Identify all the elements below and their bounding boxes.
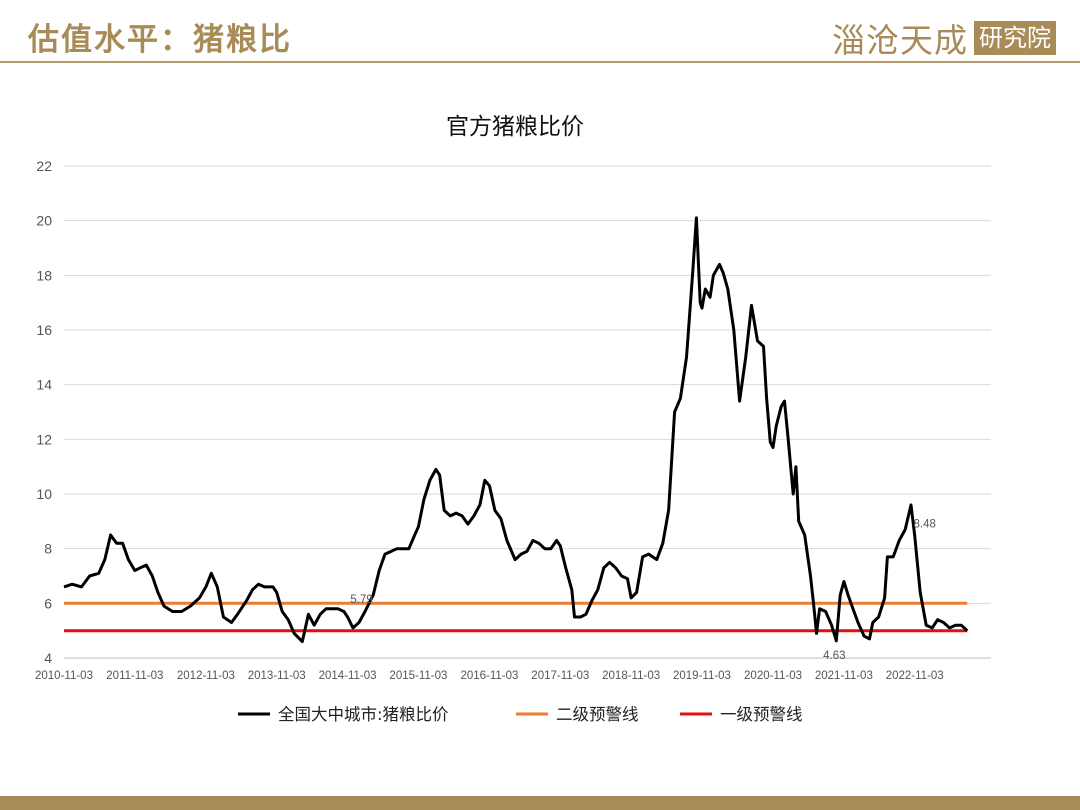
y-axis: 4 6 8 10 12 14 16 18 20 22 bbox=[36, 158, 52, 666]
x-tick-label: 2013-11-03 bbox=[248, 670, 306, 682]
data-labels: 5.79 4.63 8.48 bbox=[350, 519, 936, 662]
y-tick-label: 6 bbox=[44, 595, 52, 611]
y-tick-label: 12 bbox=[36, 431, 52, 447]
y-tick-label: 22 bbox=[36, 158, 52, 174]
x-tick-label: 2020-11-03 bbox=[744, 670, 802, 682]
y-tick-label: 4 bbox=[44, 650, 52, 666]
x-axis: 2010-11-03 2011-11-03 2012-11-03 2013-11-03… bbox=[35, 670, 944, 682]
x-tick-label: 2015-11-03 bbox=[389, 670, 447, 682]
y-tick-label: 14 bbox=[36, 377, 52, 393]
x-tick-label: 2018-11-03 bbox=[602, 670, 660, 682]
y-tick-label: 10 bbox=[36, 486, 52, 502]
data-label: 5.79 bbox=[350, 594, 372, 606]
logo-text: 淄沧天成 bbox=[832, 21, 968, 60]
legend: 全国大中城市:猪粮比价 二级预警线 一级预警线 bbox=[238, 705, 803, 724]
data-label: 4.63 bbox=[823, 650, 845, 662]
x-tick-label: 2022-11-03 bbox=[886, 670, 944, 682]
chart-title: 官方猪粮比价 bbox=[446, 114, 584, 140]
legend-label: 一级预警线 bbox=[720, 705, 803, 724]
brand-logo: 淄沧天成 研究院 bbox=[832, 14, 1056, 62]
footer-bar bbox=[0, 796, 1080, 810]
legend-label: 二级预警线 bbox=[556, 705, 639, 724]
plot-area bbox=[63, 216, 969, 644]
x-tick-label: 2017-11-03 bbox=[531, 670, 589, 682]
header-divider bbox=[0, 61, 1080, 63]
y-tick-label: 16 bbox=[36, 322, 52, 338]
x-tick-label: 2019-11-03 bbox=[673, 670, 731, 682]
x-tick-label: 2011-11-03 bbox=[106, 670, 163, 682]
x-tick-label: 2012-11-03 bbox=[177, 670, 235, 682]
x-tick-label: 2016-11-03 bbox=[460, 670, 518, 682]
line-chart: 官方猪粮比价 4 6 8 10 12 14 16 18 20 22 2010-11-03 2011-… bbox=[35, 114, 991, 724]
gridlines bbox=[64, 165, 991, 659]
page-title: 估值水平：猪粮比 bbox=[28, 22, 292, 58]
y-tick-label: 20 bbox=[36, 213, 52, 229]
data-label: 8.48 bbox=[914, 519, 936, 531]
series-line-0 bbox=[63, 216, 969, 644]
x-tick-label: 2021-11-03 bbox=[815, 670, 873, 682]
y-tick-label: 18 bbox=[36, 267, 52, 283]
y-tick-label: 8 bbox=[44, 541, 52, 557]
legend-label: 全国大中城市:猪粮比价 bbox=[278, 705, 449, 724]
logo-box: 研究院 bbox=[974, 21, 1056, 55]
x-tick-label: 2010-11-03 bbox=[35, 670, 93, 682]
x-tick-label: 2014-11-03 bbox=[319, 670, 377, 682]
